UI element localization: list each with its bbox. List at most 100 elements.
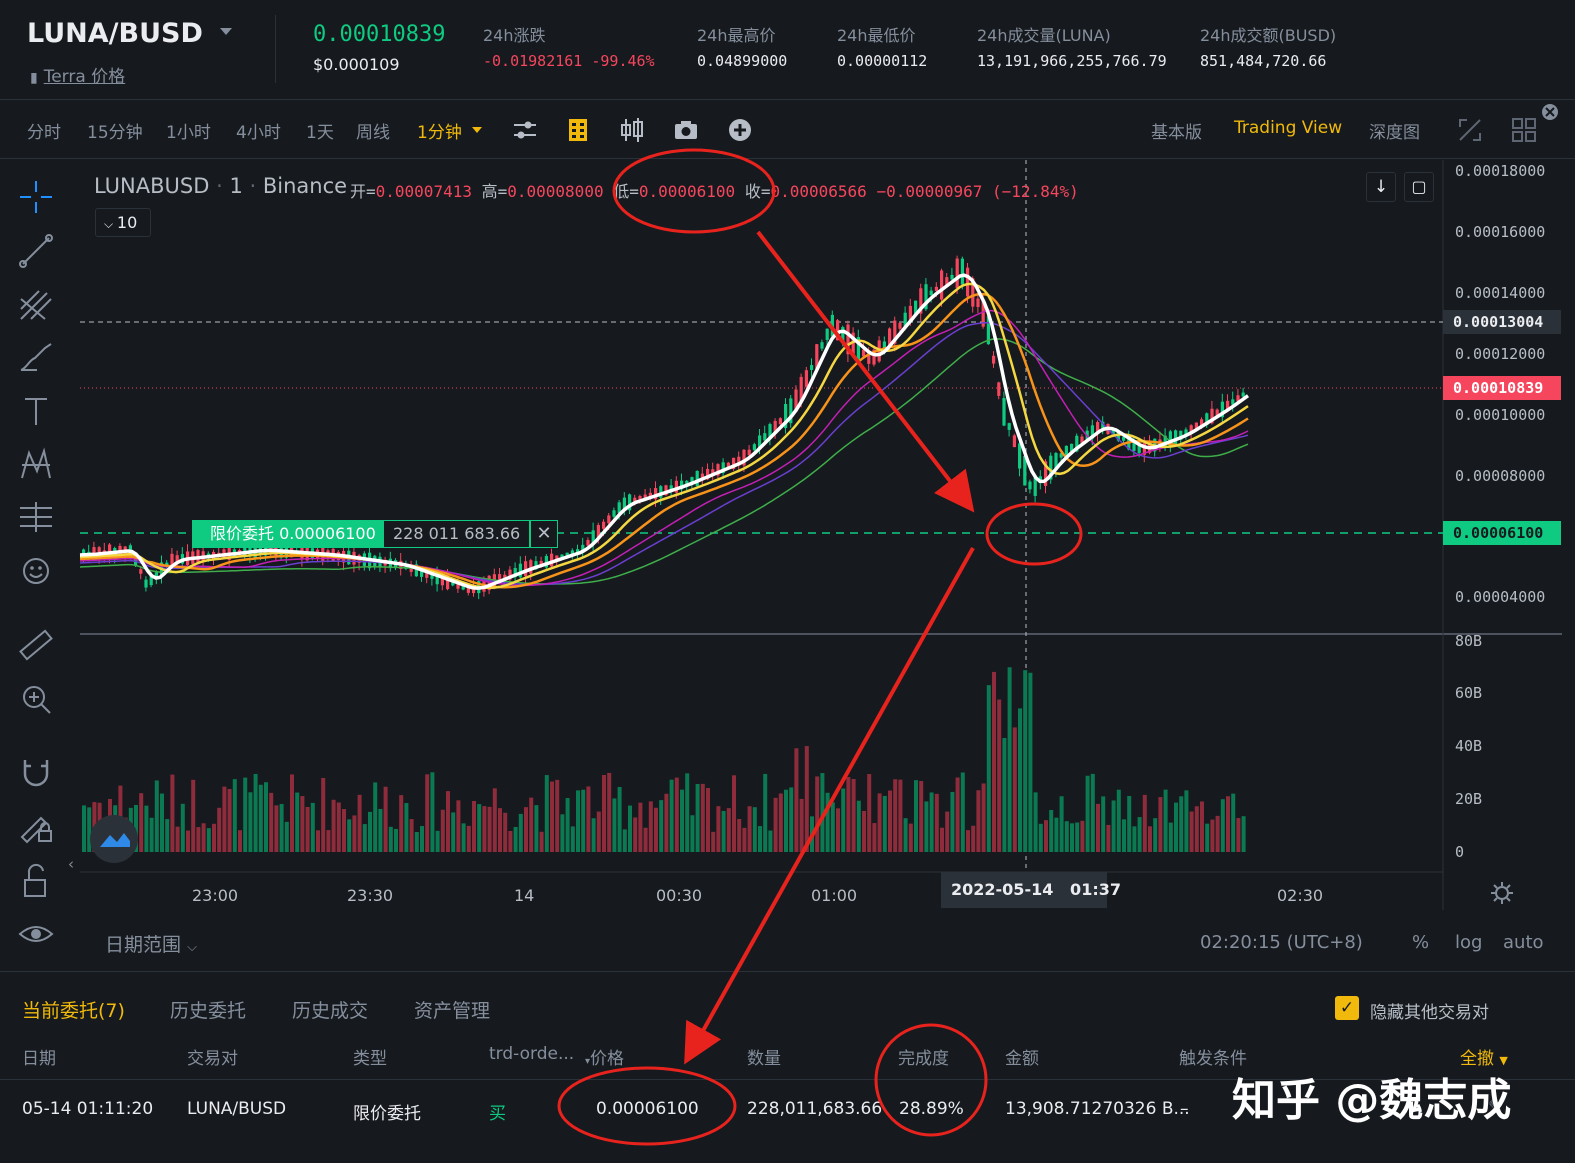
ruler-icon[interactable] [17,626,55,664]
volume-bar [570,826,575,852]
edit-order-icon[interactable]: ✎ [1488,1097,1504,1118]
candle-body [1179,430,1183,440]
ma-toggle[interactable]: ⌵ 10 [95,208,151,237]
camera-icon[interactable] [673,119,699,141]
symbol-title[interactable]: LUNA/BUSD [27,18,203,49]
hide-other-pairs-checkbox[interactable]: ✓ [1335,996,1359,1020]
brush-icon[interactable] [17,338,55,376]
ohlc-open-label: 开= [350,182,376,201]
candle-body [1101,421,1105,430]
candle-body [1200,419,1204,426]
scroll-down-icon[interactable]: ↓ [1366,172,1396,202]
measure-icon[interactable] [17,498,55,536]
candle-body [981,299,985,327]
ma-line-orange [79,292,1249,589]
volume-bar [253,773,258,852]
cancel-order-icon[interactable]: ✕ [530,520,558,548]
interval-1d[interactable]: 1天 [306,123,334,143]
scale-log-button[interactable]: log [1455,932,1483,953]
scale-percent-button[interactable]: % [1412,932,1430,953]
volume-bar [737,818,742,852]
interval-4h[interactable]: 4小时 [236,123,281,143]
candle-body [596,525,600,538]
cancel-all-button[interactable]: 全撤 ▼ [1460,1049,1508,1069]
tab-funds[interactable]: 资产管理 [414,1000,491,1022]
volume-bar [773,797,778,852]
interval-1w[interactable]: 周线 [356,123,390,143]
tab-trade-history[interactable]: 历史成交 [292,1000,369,1022]
candle-body [550,553,554,567]
candle-body [1080,436,1084,443]
tab-order-history[interactable]: 历史委托 [170,1000,247,1022]
volume-bar [680,789,684,852]
order-line-label[interactable]: 限价委托 0.00006100 [192,520,390,548]
candle-body [576,549,580,554]
lock-drawing-icon[interactable] [17,807,55,845]
order-pair: LUNA/BUSD [187,1099,287,1119]
volume-bar [903,818,908,852]
interval-1m[interactable]: 1分钟 [417,123,462,143]
volume-bar [732,775,736,852]
settings-sliders-icon[interactable] [512,118,538,142]
volume-bar [347,819,352,852]
crosshair-icon[interactable] [17,178,55,216]
candle-body [1064,445,1068,457]
candle-body [1012,435,1016,448]
unlock-icon[interactable] [17,862,55,900]
date-range-button[interactable]: 日期范围 ⌵ [105,930,197,957]
candle-body [1049,455,1053,480]
candle-body [1054,453,1058,471]
volume-bar [700,783,705,852]
volume-bar [576,790,580,852]
candlestick-type-icon[interactable] [618,116,646,144]
view-basic[interactable]: 基本版 [1151,123,1202,143]
pitchfork-icon[interactable] [17,285,55,323]
project-link[interactable]: ▮ Terra 价格 [30,62,125,87]
layout-grid-icon[interactable] [1511,117,1537,143]
candle-body [628,494,632,511]
indicators-icon[interactable] [567,117,589,143]
volume-bar [607,772,612,852]
close-panel-icon[interactable] [1541,103,1559,121]
col-pair: 交易对 [187,1049,238,1069]
candle-body [139,569,143,574]
interval-1h[interactable]: 1小时 [166,123,211,143]
col-side[interactable]: trd-orde... [489,1044,575,1064]
interval-dropdown-icon[interactable] [472,127,482,133]
volume-axis-label: 40B [1455,737,1483,755]
maximize-chart-icon[interactable]: ▢ [1404,172,1434,202]
tab-open-orders[interactable]: 当前委托(7) [22,1000,125,1022]
add-indicator-icon[interactable] [727,117,753,143]
trendline-icon[interactable] [17,232,55,270]
visibility-eye-icon[interactable] [17,915,55,953]
chart-settings-gear-icon[interactable] [1489,880,1515,906]
stat-high-value: 0.04899000 [697,52,788,70]
symbol-dropdown-icon[interactable] [220,28,232,35]
candle-body [440,573,444,586]
text-tool-icon[interactable] [17,392,55,430]
volume-bar [1075,822,1080,852]
time-axis-label: 23:30 [347,886,394,905]
candle-body [643,494,647,500]
volume-bar [305,806,310,852]
stat-turnover-label: 24h成交额(BUSD) [1200,26,1337,45]
interval-time[interactable]: 分时 [27,123,61,143]
emoji-icon[interactable] [17,552,55,590]
fullscreen-icon[interactable] [1457,117,1483,143]
candle-body [1174,430,1178,445]
candle-body [721,462,725,473]
volume-bar [477,804,482,852]
project-link-label: Terra 价格 [43,67,126,87]
interval-15m[interactable]: 15分钟 [87,123,143,143]
chart-area[interactable]: ‹ LUNABUSD · 1 · Binance 开=0.00007413 高=… [0,160,1575,970]
magnet-icon[interactable] [17,754,55,792]
collapse-toolbar-icon[interactable]: ‹ [68,855,74,873]
volume-bar [934,793,939,852]
zoom-in-icon[interactable] [17,680,55,718]
volume-bar [518,813,523,852]
price-chart[interactable] [0,160,1575,970]
pattern-icon[interactable] [17,445,55,483]
view-depth[interactable]: 深度图 [1369,123,1420,143]
view-tradingview[interactable]: Trading View [1234,118,1343,138]
scale-auto-button[interactable]: auto [1503,932,1544,953]
